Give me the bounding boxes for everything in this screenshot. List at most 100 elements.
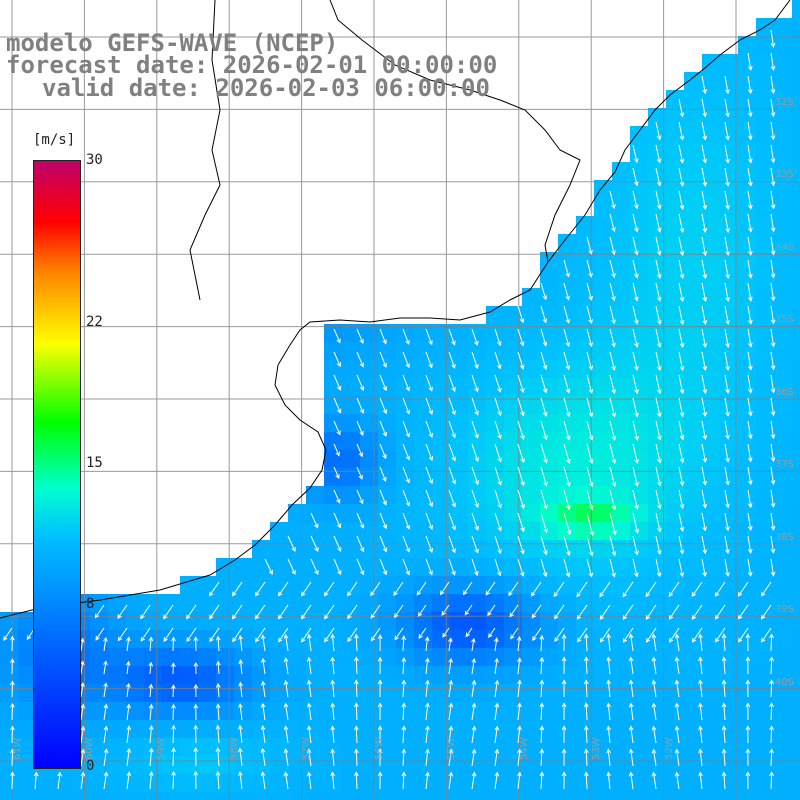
field-cell [450, 396, 469, 415]
wind-arrow [724, 466, 729, 485]
field-cell [666, 342, 685, 361]
wind-arrow-head [448, 657, 453, 663]
wind-arrow-head [260, 702, 266, 708]
field-cell [306, 594, 325, 613]
wind-arrow [163, 627, 174, 642]
wind-arrow-head [611, 572, 616, 578]
field-cell [630, 432, 649, 451]
wind-arrow [724, 236, 729, 255]
field-cell [684, 180, 703, 199]
field-cell [684, 756, 703, 775]
field-cell [324, 468, 343, 487]
wind-arrow-head [330, 702, 336, 708]
field-cell [324, 342, 343, 361]
wind-arrow-head [428, 502, 434, 508]
field-cell [432, 738, 451, 757]
field-cell [774, 648, 793, 667]
field-cell [306, 576, 325, 595]
wind-arrow-head [725, 297, 730, 302]
wind-arrow-head [370, 613, 375, 619]
field-cell [360, 612, 379, 631]
wind-arrow-head [651, 748, 657, 754]
wind-arrow-head [721, 656, 727, 662]
wind-arrow-head [209, 637, 214, 643]
wind-arrow [701, 98, 706, 117]
wind-arrow [448, 512, 456, 530]
wind-arrow-head [301, 614, 306, 620]
wind-arrow-head [634, 481, 639, 487]
wind-arrow [331, 657, 335, 675]
field-cell [198, 720, 217, 739]
field-cell [234, 558, 253, 577]
wind-arrow [463, 581, 473, 595]
wind-arrow-head [554, 637, 559, 642]
field-cell [594, 576, 613, 595]
wind-arrow-head [377, 725, 383, 731]
field-cell [342, 558, 361, 577]
wind-arrow [540, 680, 543, 698]
wind-arrow-head [442, 632, 447, 638]
field-cell [792, 360, 800, 379]
field-cell [702, 342, 721, 361]
wind-arrow [678, 305, 684, 325]
field-cell [702, 198, 721, 217]
wind-arrow-head [474, 340, 479, 346]
field-cell [684, 576, 703, 595]
wind-arrow-head [103, 725, 109, 731]
wind-arrow [465, 627, 473, 637]
wind-arrow-head [382, 386, 388, 392]
wind-arrow-head [588, 572, 594, 578]
field-cell [306, 648, 325, 667]
wind-arrow-head [748, 181, 753, 187]
wind-arrow [402, 657, 405, 675]
field-cell [18, 774, 37, 793]
wind-arrow-head [748, 296, 753, 302]
wind-arrow [217, 661, 220, 675]
latitude-label: 37S [774, 459, 794, 470]
wind-arrow-head [497, 503, 502, 509]
wind-arrow [402, 466, 410, 483]
wind-arrow-head [359, 338, 364, 344]
wind-arrow-head [425, 771, 430, 777]
wind-arrow-head [657, 389, 662, 395]
field-cell [648, 468, 667, 487]
field-cell [684, 684, 703, 703]
field-cell [756, 270, 775, 289]
field-cell [0, 648, 19, 667]
wind-arrow-head [10, 771, 15, 777]
wind-arrow-head [656, 342, 662, 349]
wind-arrow [494, 535, 501, 554]
field-cell [558, 792, 577, 800]
wind-arrow-head [611, 342, 616, 348]
field-cell [450, 450, 469, 469]
wind-arrow-head [377, 702, 383, 708]
wind-arrow-head [622, 615, 628, 621]
field-cell [720, 252, 739, 271]
wind-arrow [57, 772, 61, 790]
wind-arrow-head [163, 614, 168, 620]
field-cell [540, 792, 559, 800]
field-cell [558, 360, 577, 379]
field-cell [414, 324, 433, 343]
field-cell [666, 126, 685, 145]
field-cell [414, 522, 433, 541]
wind-arrow [209, 604, 220, 619]
wind-arrow-head [474, 387, 479, 393]
wind-arrow-head [451, 410, 456, 416]
field-cell [216, 792, 235, 800]
wind-arrow-head [494, 702, 500, 708]
wind-arrow-head [471, 725, 477, 731]
field-cell [594, 234, 613, 253]
field-cell [396, 792, 415, 800]
wind-arrow [239, 682, 243, 698]
field-cell [720, 234, 739, 253]
wind-arrow [655, 121, 661, 140]
wind-arrow-head [542, 295, 548, 301]
wind-arrow-head [382, 454, 387, 460]
wind-arrow [471, 374, 479, 392]
wind-arrow-head [336, 385, 342, 391]
field-cell [756, 576, 775, 595]
field-cell [522, 738, 541, 757]
wind-arrow [310, 535, 319, 552]
